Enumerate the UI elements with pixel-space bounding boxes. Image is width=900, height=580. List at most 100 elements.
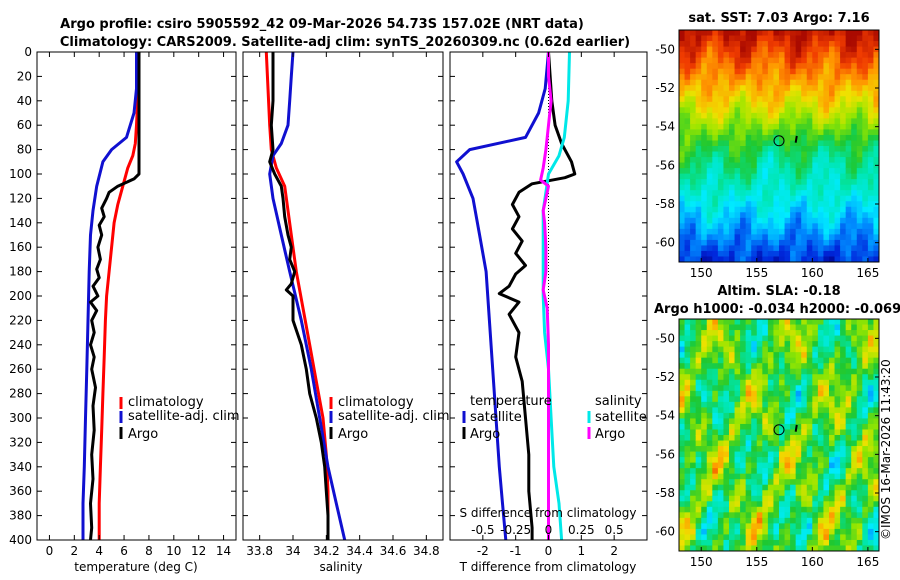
sst-map-cell bbox=[823, 134, 830, 142]
sla-map-cell bbox=[823, 363, 830, 370]
sla-map-cell bbox=[767, 484, 775, 491]
sla-map-cell bbox=[740, 495, 747, 502]
sst-map-cell bbox=[801, 234, 808, 241]
sla-map-cell bbox=[856, 473, 863, 480]
sla-map-cell bbox=[767, 379, 775, 386]
sla-map-cell bbox=[729, 534, 736, 541]
sla-map-cell bbox=[790, 379, 797, 386]
sst-map-cell bbox=[812, 157, 819, 164]
sst-map-cell bbox=[690, 96, 697, 103]
sla-map-cell bbox=[723, 412, 730, 420]
sst-map-cell bbox=[795, 179, 802, 186]
sst-map-cell bbox=[790, 234, 797, 241]
sla-map-cell bbox=[723, 374, 730, 381]
sla-map-cell bbox=[829, 501, 836, 508]
sst-map-cell bbox=[823, 217, 830, 224]
figure-title-line1: Argo profile: csiro 5905592_42 09-Mar-20… bbox=[60, 17, 584, 32]
sst-map-cell bbox=[717, 212, 725, 219]
sla-map-cell bbox=[684, 368, 691, 375]
sst-map-cell bbox=[834, 223, 841, 230]
sla-map-cell bbox=[790, 523, 797, 530]
sla-map-cell bbox=[834, 457, 841, 464]
sst-map-cell bbox=[712, 85, 719, 92]
sst-map-cell bbox=[823, 168, 830, 175]
sst-map-cell bbox=[801, 129, 808, 136]
sst-map-cell bbox=[862, 63, 869, 70]
sla-map-cell bbox=[723, 545, 730, 551]
sla-map-cell bbox=[690, 390, 697, 397]
salinity-panel: 33.8 34 34.2 34.4 34.6 34.8 salinity climatol… bbox=[242, 51, 450, 574]
sla-map-cell bbox=[806, 374, 813, 381]
temperature-profile-ytick-label: 320 bbox=[9, 435, 32, 449]
sst-map-cell bbox=[817, 228, 825, 235]
sla-map-cell bbox=[817, 490, 825, 497]
sla-map-cell bbox=[873, 429, 879, 436]
sla-map-cell bbox=[862, 479, 869, 486]
sst-map-cell bbox=[812, 52, 819, 59]
sla-map-cell bbox=[773, 446, 780, 453]
sla-map-cell bbox=[812, 407, 819, 414]
sst-map-cell bbox=[829, 63, 836, 70]
sst-map-cell bbox=[873, 74, 879, 81]
sla-map-cell bbox=[767, 341, 775, 348]
sla-map-cell bbox=[706, 368, 713, 375]
sla-map-cell bbox=[701, 407, 708, 414]
sst-map-cell bbox=[723, 41, 730, 48]
sla-map-cell bbox=[840, 479, 847, 486]
sla-map-cell bbox=[706, 407, 713, 414]
sst-map-cell bbox=[684, 63, 691, 70]
sla-map-cell bbox=[773, 357, 780, 364]
sst-map-xtick-label: 150 bbox=[690, 266, 713, 280]
sst-map-cell bbox=[856, 123, 863, 131]
difference-profile-temperature-argo-line bbox=[497, 52, 577, 540]
sst-map-cell bbox=[729, 190, 736, 197]
sla-map-cell bbox=[729, 490, 736, 497]
sla-map-cell bbox=[779, 446, 786, 453]
sst-map-cell bbox=[801, 118, 808, 125]
sla-map-cell bbox=[706, 352, 713, 359]
sla-map-cell bbox=[823, 429, 830, 436]
sla-map-cell bbox=[717, 319, 725, 326]
sst-map-cell bbox=[684, 79, 691, 86]
sla-map-cell bbox=[723, 346, 730, 353]
sla-map-cell bbox=[690, 346, 697, 353]
sst-map-cell bbox=[740, 228, 747, 235]
sst-map-cell bbox=[762, 212, 769, 219]
sst-map-cell bbox=[773, 112, 780, 119]
sla-map-cell bbox=[784, 346, 791, 353]
sst-map-cell bbox=[695, 146, 702, 153]
sst-map-cell bbox=[706, 57, 713, 64]
sst-map-cell bbox=[745, 151, 752, 158]
sla-map-cell bbox=[812, 341, 819, 348]
sst-map-cell bbox=[817, 217, 825, 224]
sst-map-cell bbox=[740, 195, 747, 202]
sla-map-cell bbox=[723, 363, 730, 370]
sst-map-cell bbox=[779, 101, 786, 108]
sla-map-cell bbox=[795, 440, 802, 447]
sst-map-cell bbox=[712, 245, 719, 252]
salinity-profile-xtick-label: 34.2 bbox=[313, 544, 340, 558]
sst-map-cell bbox=[729, 250, 736, 258]
sla-map-cell bbox=[762, 528, 769, 536]
sla-map-cell bbox=[773, 412, 780, 420]
sst-map-cell bbox=[773, 85, 780, 92]
sla-map-cell bbox=[801, 374, 808, 381]
sla-map-cell bbox=[740, 545, 747, 551]
sla-map-cell bbox=[829, 440, 836, 447]
sla-map-cell bbox=[745, 324, 752, 331]
sst-map-cell bbox=[790, 112, 797, 119]
sla-map-cell bbox=[729, 457, 736, 464]
sst-map-cell bbox=[845, 239, 852, 247]
sla-map-cell bbox=[856, 440, 863, 447]
sst-map-cell bbox=[717, 151, 725, 158]
sla-map-cell bbox=[801, 435, 808, 442]
sst-map-cell bbox=[756, 90, 763, 97]
sla-map-cell bbox=[706, 462, 713, 469]
sst-map-cell bbox=[790, 96, 797, 103]
sst-map-cell bbox=[773, 35, 780, 42]
sla-map-cell bbox=[851, 423, 858, 431]
sla-map-cell bbox=[729, 523, 736, 530]
sst-map-cell bbox=[740, 68, 747, 75]
sst-map-cell bbox=[812, 107, 819, 114]
sst-map-cell bbox=[723, 52, 730, 59]
